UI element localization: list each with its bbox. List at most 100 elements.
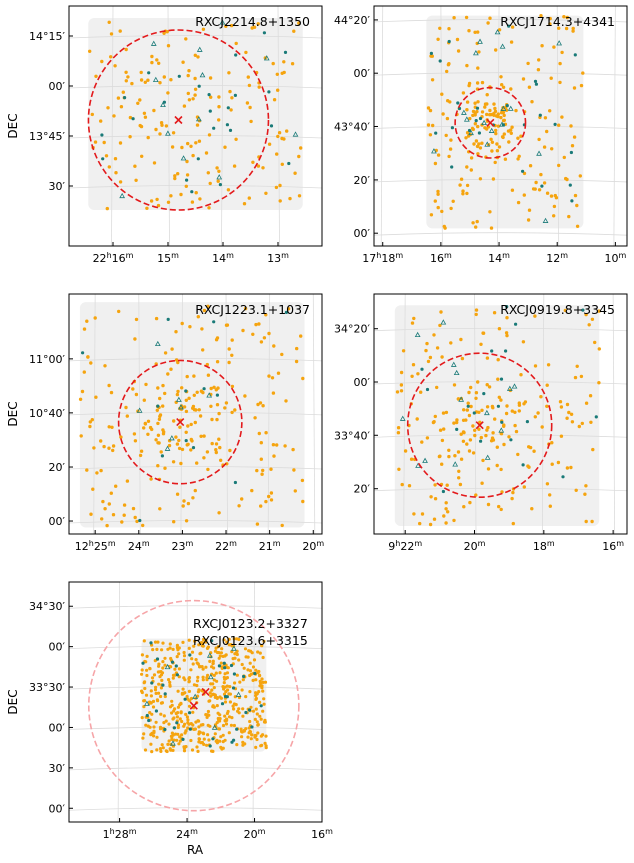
member-galaxy <box>226 666 230 670</box>
member-galaxy <box>173 667 177 671</box>
member-galaxy <box>175 715 179 719</box>
member-galaxy <box>186 73 190 78</box>
member-galaxy <box>177 438 181 443</box>
member-galaxy <box>589 420 593 424</box>
member-galaxy <box>432 333 436 337</box>
member-galaxy <box>274 185 279 190</box>
member-galaxy <box>456 397 461 401</box>
dec-tick-label: 11°00′ <box>29 353 65 366</box>
member-galaxy <box>184 712 188 717</box>
member-galaxy <box>240 735 244 739</box>
ra-tick-label: 12h25m <box>75 539 116 553</box>
member-galaxy <box>193 53 197 57</box>
member-galaxy <box>401 349 406 353</box>
member-galaxy <box>505 333 509 338</box>
member-galaxy <box>485 383 489 387</box>
member-galaxy <box>436 192 440 196</box>
member-galaxy <box>264 744 268 748</box>
member-galaxy <box>567 410 571 415</box>
spec-object <box>196 157 200 161</box>
spec-object-triangle <box>152 76 159 82</box>
member-galaxy <box>82 370 87 374</box>
member-galaxy <box>170 145 175 149</box>
member-galaxy <box>471 221 475 225</box>
member-galaxy <box>199 723 203 727</box>
spec-object <box>538 113 542 117</box>
spec-object-triangle <box>207 673 214 680</box>
member-galaxy <box>132 432 137 436</box>
member-galaxy <box>193 76 197 81</box>
member-galaxy <box>219 745 223 750</box>
member-galaxy <box>452 518 456 523</box>
member-galaxy <box>436 153 441 157</box>
spec-object <box>207 93 211 97</box>
member-galaxy <box>430 78 435 82</box>
member-galaxy <box>196 55 200 59</box>
member-galaxy <box>190 748 195 752</box>
member-galaxy <box>570 144 575 148</box>
spec-object <box>259 704 263 708</box>
member-galaxy <box>412 316 416 321</box>
spec-object-triangle <box>180 155 187 161</box>
dec-gridline <box>374 72 627 76</box>
member-galaxy <box>476 380 480 384</box>
member-galaxy <box>220 647 224 651</box>
member-galaxy <box>459 177 464 181</box>
member-galaxy <box>157 61 161 65</box>
ra-gridline <box>225 294 228 534</box>
ra-gridline <box>180 294 183 534</box>
member-galaxy <box>549 194 554 198</box>
member-galaxy <box>261 680 265 685</box>
member-galaxy <box>133 164 137 168</box>
member-galaxy <box>299 334 303 338</box>
member-galaxy <box>510 409 514 413</box>
member-galaxy <box>433 199 437 203</box>
member-galaxy <box>175 392 180 397</box>
member-galaxy <box>161 746 165 750</box>
member-galaxy <box>225 640 229 644</box>
member-galaxy <box>119 105 124 109</box>
member-galaxy <box>190 200 195 204</box>
member-galaxy <box>131 387 135 391</box>
member-galaxy <box>590 519 594 524</box>
member-galaxy <box>557 163 561 168</box>
member-galaxy <box>254 322 258 327</box>
member-galaxy <box>245 101 250 105</box>
ra-tick-label: 17h18m <box>362 251 403 265</box>
member-galaxy <box>139 124 144 129</box>
member-galaxy <box>208 76 213 80</box>
spec-object <box>101 157 105 161</box>
member-galaxy <box>495 149 500 153</box>
member-galaxy <box>117 309 121 314</box>
member-galaxy <box>426 359 431 364</box>
member-galaxy <box>248 105 252 110</box>
member-galaxy <box>138 453 143 458</box>
member-galaxy <box>485 112 489 117</box>
member-galaxy <box>230 353 234 357</box>
member-galaxy <box>170 735 174 739</box>
member-galaxy <box>533 364 538 368</box>
member-galaxy <box>584 312 588 317</box>
r200-circle <box>87 599 300 812</box>
member-galaxy <box>160 123 164 127</box>
member-galaxy <box>424 348 428 353</box>
member-galaxy <box>262 336 267 340</box>
member-galaxy <box>184 184 188 188</box>
member-galaxy <box>248 661 252 665</box>
member-galaxy <box>228 448 232 453</box>
member-galaxy <box>264 313 268 317</box>
member-galaxy <box>227 637 231 641</box>
member-galaxy <box>107 502 112 506</box>
member-galaxy <box>418 521 422 526</box>
member-galaxy <box>496 124 501 128</box>
spec-object <box>509 438 513 442</box>
member-galaxy <box>211 659 215 663</box>
member-galaxy <box>278 199 282 203</box>
member-galaxy <box>202 308 207 313</box>
member-galaxy <box>232 637 236 641</box>
member-galaxy <box>212 385 216 389</box>
member-galaxy <box>548 493 552 497</box>
member-galaxy <box>410 321 415 325</box>
member-galaxy <box>458 482 463 487</box>
member-galaxy <box>292 29 296 33</box>
